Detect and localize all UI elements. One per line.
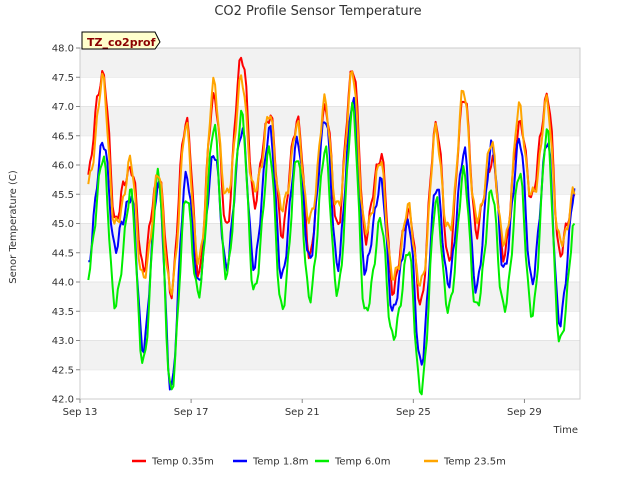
y-axis-label: Senor Temperature (C) [8, 170, 19, 284]
x-axis-label: Time [553, 425, 578, 436]
x-tick-label: Sep 17 [174, 407, 209, 418]
y-tick-label: 45.5 [52, 190, 74, 201]
station-tag-label: TZ_co2prof [87, 36, 156, 49]
y-tick-label: 48.0 [52, 44, 74, 55]
x-tick-label: Sep 21 [285, 407, 320, 418]
legend-label: Temp 23.5m [443, 457, 506, 468]
series-line-temp-6-0m [87, 101, 576, 396]
y-tick-label: 46.5 [52, 131, 74, 142]
y-tick-label: 44.5 [52, 248, 74, 259]
y-tick-label: 42.5 [52, 365, 74, 376]
grid-band [80, 282, 580, 312]
legend-label: Temp 0.35m [151, 457, 214, 468]
y-tick-label: 46.0 [52, 161, 74, 172]
y-tick-label: 42.0 [52, 395, 74, 406]
legend-label: Temp 6.0m [334, 457, 390, 468]
y-tick-label: 47.5 [52, 73, 74, 84]
x-tick-label: Sep 13 [63, 407, 98, 418]
y-tick-label: 47.0 [52, 102, 74, 113]
series-line-temp-23-5m [87, 70, 576, 296]
chart-title: CO2 Profile Sensor Temperature [214, 4, 421, 19]
y-tick-label: 43.5 [52, 307, 74, 318]
series-lines [87, 56, 576, 396]
grid-band [80, 340, 580, 370]
y-tick-label: 44.0 [52, 278, 74, 289]
y-tick-label: 45.0 [52, 219, 74, 230]
station-tag-box [81, 31, 161, 50]
x-tick-label: Sep 25 [396, 407, 431, 418]
x-tick-label: Sep 29 [507, 407, 542, 418]
y-axis: 42.0 42.5 43.0 43.5 44.0 44.5 45.0 45.5 46.0 46.5… [52, 44, 80, 406]
y-tick-label: 43.0 [52, 336, 74, 347]
x-axis: Sep 13 Sep 17 Sep 21 Sep 25 Sep 29 [63, 399, 542, 418]
station-tag: TZ_co2prof [81, 31, 161, 50]
legend-label: Temp 1.8m [252, 457, 308, 468]
legend: Temp 0.35m Temp 1.8m Temp 6.0m Temp 23.5m [132, 457, 506, 468]
grid-band [80, 48, 580, 78]
